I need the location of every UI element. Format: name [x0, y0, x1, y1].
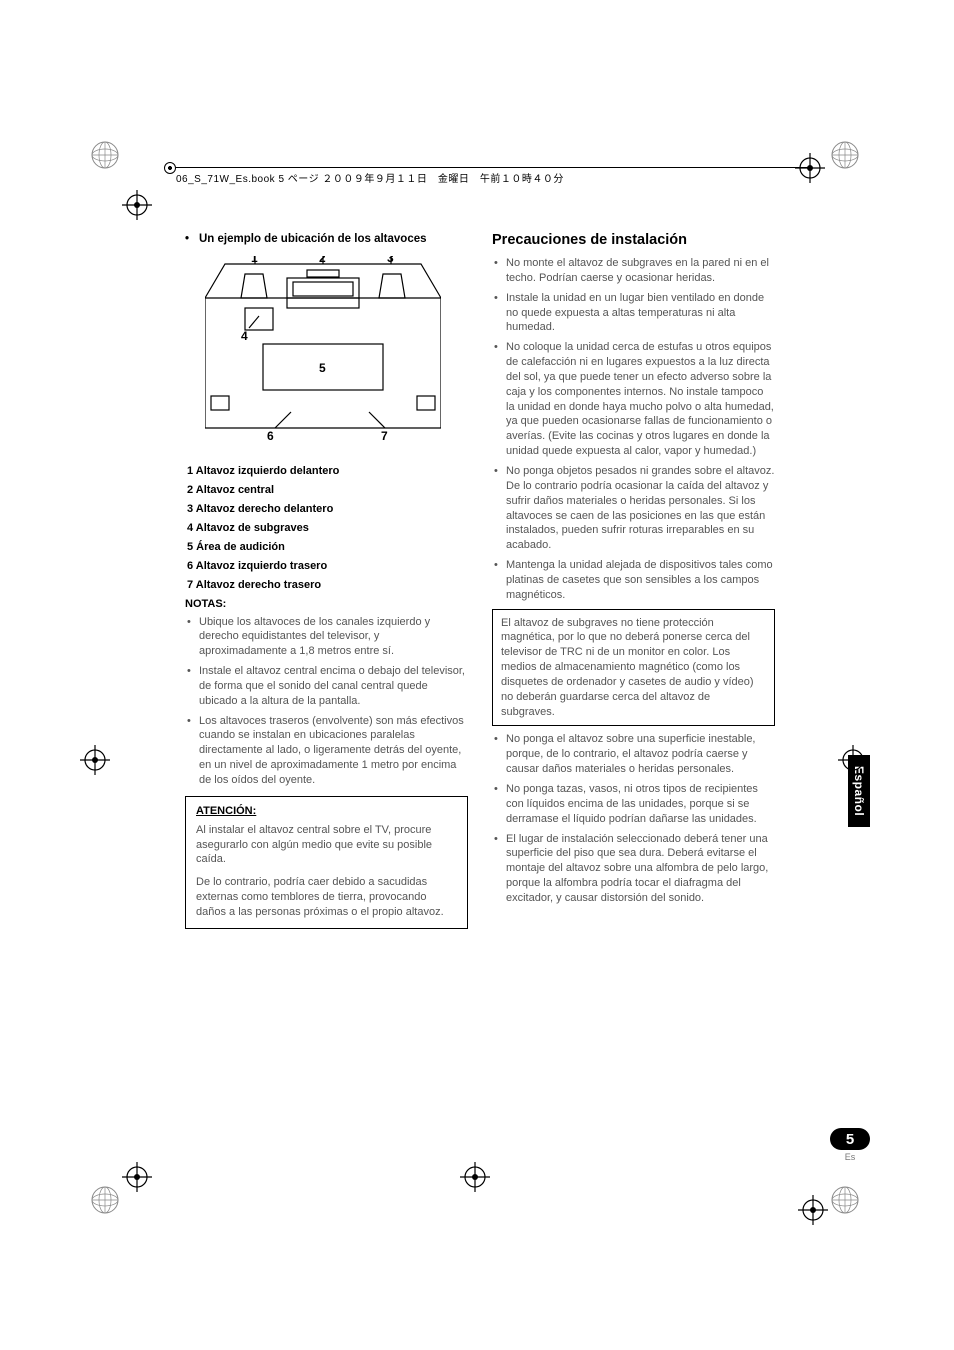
- list-item: •El lugar de instalación seleccionado de…: [494, 832, 775, 906]
- list-item: •Los altavoces traseros (envolvente) son…: [187, 714, 468, 788]
- crosshair-mark-icon: [122, 190, 152, 220]
- notes-heading: NOTAS:: [185, 598, 468, 610]
- legend-item: 4 Altavoz de subgraves: [185, 522, 468, 534]
- list-item: •Mantenga la unidad alejada de dispositi…: [494, 558, 775, 603]
- diagram-label-3: 3: [387, 256, 394, 265]
- legend-item: 6 Altavoz izquierdo trasero: [185, 560, 468, 572]
- left-column: • Un ejemplo de ubicación de los altavoc…: [185, 232, 468, 929]
- example-heading-text: Un ejemplo de ubicación de los altavoces: [199, 232, 427, 248]
- right-column: Precauciones de instalación •No monte el…: [492, 232, 775, 929]
- crosshair-mark-icon: [460, 1162, 490, 1192]
- header-text: 06_S_71W_Es.book 5 ページ ２００９年９月１１日 金曜日 午前…: [176, 174, 564, 185]
- bullet-icon: •: [185, 232, 199, 248]
- globe-mark-icon: [830, 1185, 860, 1215]
- list-item: •No ponga tazas, vasos, ni otros tipos d…: [494, 782, 775, 827]
- page-lang: Es: [830, 1152, 870, 1162]
- diagram-label-5: 5: [319, 361, 326, 375]
- crosshair-mark-icon: [838, 745, 868, 775]
- diagram-label-2: 2: [319, 256, 326, 265]
- crosshair-mark-icon: [798, 1195, 828, 1225]
- diagram-label-4: 4: [241, 329, 248, 343]
- crosshair-mark-icon: [795, 153, 825, 183]
- list-item: •Instale el altavoz central encima o deb…: [187, 664, 468, 709]
- caution-box: ATENCIÓN: Al instalar el altavoz central…: [185, 796, 468, 929]
- legend-item: 5 Área de audición: [185, 541, 468, 553]
- precautions-list-a: •No monte el altavoz de subgraves en la …: [492, 256, 775, 603]
- precautions-list-b: •No ponga el altavoz sobre una superfici…: [492, 732, 775, 905]
- page-number-badge: 5 Es: [830, 1128, 870, 1162]
- globe-mark-icon: [830, 140, 860, 170]
- section-heading: Precauciones de instalación: [492, 232, 775, 248]
- caution-text: Al instalar el altavoz central sobre el …: [196, 823, 457, 868]
- globe-mark-icon: [90, 140, 120, 170]
- example-heading: • Un ejemplo de ubicación de los altavoc…: [185, 232, 468, 248]
- diagram-label-1: 1: [251, 256, 258, 265]
- list-item: •No ponga objetos pesados ni grandes sob…: [494, 464, 775, 553]
- magnetic-warning-box: El altavoz de subgraves no tiene protecc…: [492, 609, 775, 727]
- list-item: •No monte el altavoz de subgraves en la …: [494, 256, 775, 286]
- legend-item: 3 Altavoz derecho delantero: [185, 503, 468, 515]
- diagram-label-7: 7: [381, 429, 388, 443]
- caution-heading: ATENCIÓN:: [196, 805, 457, 817]
- crosshair-mark-icon: [122, 1162, 152, 1192]
- print-header: 06_S_71W_Es.book 5 ページ ２００９年９月１１日 金曜日 午前…: [176, 167, 808, 185]
- legend-item: 1 Altavoz izquierdo delantero: [185, 465, 468, 477]
- diagram-label-6: 6: [267, 429, 274, 443]
- notes-list: •Ubique los altavoces de los canales izq…: [185, 615, 468, 788]
- globe-mark-icon: [90, 1185, 120, 1215]
- page-number: 5: [830, 1128, 870, 1150]
- caution-text: De lo contrario, podría caer debido a sa…: [196, 875, 457, 920]
- page-content: • Un ejemplo de ubicación de los altavoc…: [185, 232, 775, 929]
- legend-item: 2 Altavoz central: [185, 484, 468, 496]
- speaker-layout-diagram: 1 2 3 4 5 6 7: [205, 256, 441, 446]
- legend-item: 7 Altavoz derecho trasero: [185, 579, 468, 591]
- list-item: •Instale la unidad en un lugar bien vent…: [494, 291, 775, 336]
- list-item: •No ponga el altavoz sobre una superfici…: [494, 732, 775, 777]
- legend: 1 Altavoz izquierdo delantero 2 Altavoz …: [185, 465, 468, 591]
- list-item: •No coloque la unidad cerca de estufas u…: [494, 340, 775, 459]
- crosshair-mark-icon: [80, 745, 110, 775]
- list-item: •Ubique los altavoces de los canales izq…: [187, 615, 468, 660]
